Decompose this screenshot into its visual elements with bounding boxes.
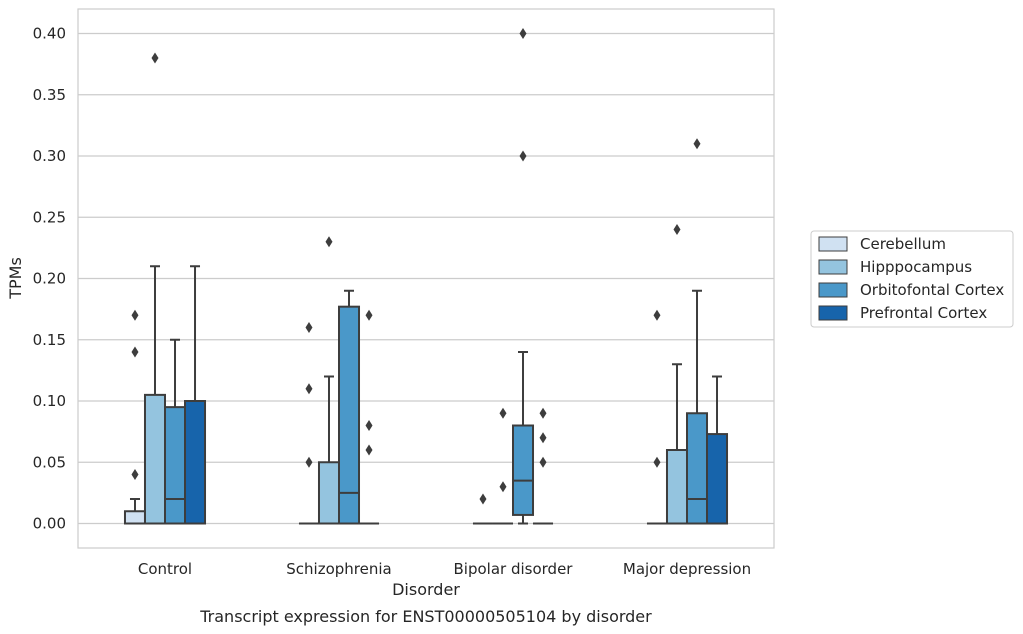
box-body <box>686 412 709 525</box>
outlier-point <box>365 309 373 321</box>
outlier-point <box>479 493 487 505</box>
outlier-point <box>365 420 373 431</box>
outlier-point <box>305 322 313 333</box>
outlier-point <box>499 407 507 419</box>
legend-label: Orbitofontal Cortex <box>860 281 1004 299</box>
y-tick-label: 0.15 <box>33 331 66 349</box>
y-tick-label: 0.20 <box>33 270 66 288</box>
y-axis-label: TPMs <box>6 257 25 300</box>
box-3-2 <box>533 407 554 525</box>
box-body <box>317 461 340 525</box>
outlier-point <box>519 28 527 39</box>
legend: Cerebellum Hipppocampus Orbitofontal Corte… <box>810 230 1014 328</box>
outlier-point <box>519 150 527 162</box>
y-tick-label: 0.10 <box>33 392 66 410</box>
x-axis-label: Disorder <box>392 580 460 599</box>
box-0-2 <box>472 493 493 525</box>
box-3-3 <box>706 375 729 525</box>
outlier-point <box>653 309 661 321</box>
box-body <box>665 449 688 525</box>
box-2-0 <box>164 338 187 525</box>
outlier-point <box>151 52 159 64</box>
outlier-point <box>539 456 547 468</box>
legend-label: Prefrontal Cortex <box>860 304 987 322</box>
outlier-point <box>539 407 547 419</box>
box-0-3 <box>646 309 667 525</box>
outlier-point <box>365 444 373 456</box>
box-2-3 <box>686 138 709 525</box>
outlier-point <box>131 346 139 358</box>
outlier-point <box>305 383 313 395</box>
legend-swatch <box>818 236 848 252</box>
outlier-point <box>305 456 313 468</box>
y-tick-label: 0.00 <box>33 515 66 533</box>
outlier-point <box>499 481 507 493</box>
box-2-1 <box>338 289 361 525</box>
box-1-1 <box>317 236 340 525</box>
box-body <box>512 424 535 516</box>
legend-swatch <box>818 259 848 275</box>
box-plots <box>123 28 729 525</box>
legend-swatch <box>818 282 848 298</box>
y-tick-label: 0.35 <box>33 86 66 104</box>
box-body <box>184 400 207 525</box>
box-3-0 <box>184 265 207 525</box>
y-tick-label: 0.05 <box>33 453 66 471</box>
box-1-3 <box>665 224 688 525</box>
outlier-point <box>693 138 701 150</box>
x-tick-label: Major depression <box>623 560 751 578</box>
box-0-1 <box>298 322 319 525</box>
box-2-2 <box>512 28 535 525</box>
legend-swatch <box>818 305 848 321</box>
box-1-2 <box>492 407 513 525</box>
outlier-point <box>653 456 661 468</box>
legend-frame <box>810 230 1014 328</box>
box-0-0 <box>123 309 146 525</box>
legend-label: Hipppocampus <box>860 258 972 276</box>
outlier-point <box>539 432 547 444</box>
chart-caption: Transcript expression for ENST0000050510… <box>199 607 652 626</box>
box-body <box>164 406 187 525</box>
outlier-point <box>673 224 681 235</box>
box-body <box>706 433 729 525</box>
x-tick-label: Control <box>138 560 192 578</box>
outlier-point <box>325 236 333 248</box>
y-tick-label: 0.40 <box>33 25 66 43</box>
box-body <box>123 510 146 525</box>
box-body <box>143 393 167 525</box>
x-axis-ticks: Control Schizophrenia Bipolar disorder Majo… <box>138 560 751 578</box>
box-3-1 <box>359 309 380 525</box>
outlier-point <box>131 469 139 480</box>
outlier-point <box>131 309 139 321</box>
y-tick-label: 0.25 <box>33 208 66 226</box>
x-tick-label: Schizophrenia <box>286 560 391 578</box>
y-tick-label: 0.30 <box>33 147 66 165</box>
legend-label: Cerebellum <box>860 235 946 253</box>
x-tick-label: Bipolar disorder <box>454 560 574 578</box>
box-body <box>338 305 361 525</box>
y-axis-ticks: 0.00 0.05 0.10 0.15 0.20 0.25 0.30 0.35 0.40 <box>33 25 66 533</box>
plot-frame <box>77 8 775 549</box>
box-1-0 <box>143 52 167 525</box>
